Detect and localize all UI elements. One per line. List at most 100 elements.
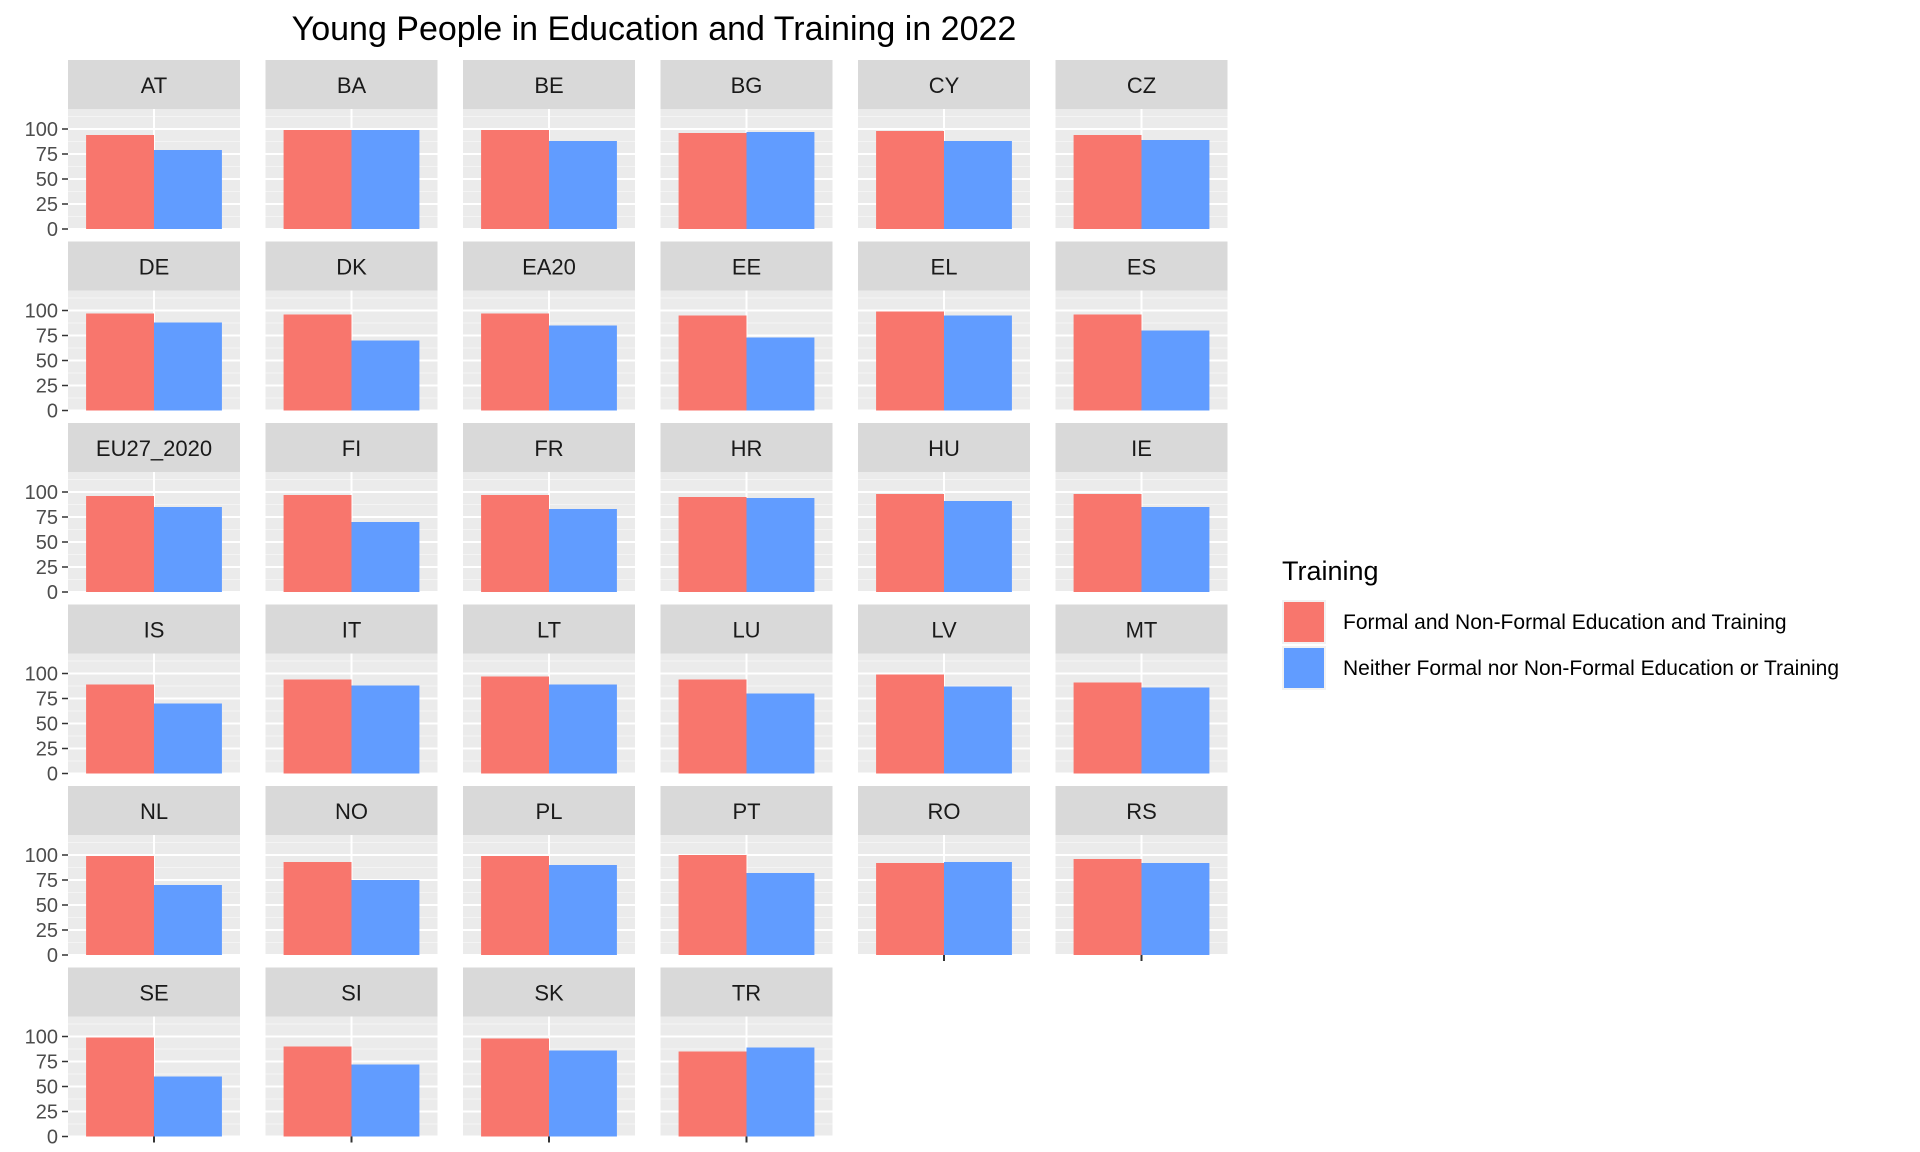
y-tick-label: 50 <box>36 895 58 917</box>
bar-EL-series-2 <box>944 315 1012 411</box>
bar-LV-series-2 <box>944 686 1012 774</box>
bar-RO-series-2 <box>944 862 1012 955</box>
bar-CZ-series-1 <box>1073 135 1142 229</box>
facet-panel: NL 0 25 50 75 100 <box>25 786 240 967</box>
facet-strip <box>1055 604 1228 654</box>
facet-panel: BG <box>660 60 833 230</box>
bar-FR-series-1 <box>481 495 549 592</box>
bar-DK-series-1 <box>283 314 352 411</box>
facet-label: HR <box>731 436 763 461</box>
facet-panel: RS <box>1055 786 1228 961</box>
facet-strip <box>68 786 240 835</box>
facet-strip <box>265 604 438 654</box>
facet-label: RO <box>928 799 961 824</box>
facet-strip <box>68 423 240 472</box>
facet-panel: CY <box>858 60 1030 230</box>
facet-panel: IT <box>265 604 438 775</box>
facet-panel: HR <box>660 423 833 593</box>
bar-ES-series-1 <box>1073 314 1142 411</box>
facet-panel: PT <box>660 786 833 956</box>
facet-label: EA20 <box>522 255 576 280</box>
facet-strip <box>265 967 438 1017</box>
facet-panel: IS 0 25 50 75 100 <box>25 604 240 786</box>
facet-label: HU <box>928 436 960 461</box>
facet-strip <box>660 423 833 472</box>
bar-EA20-series-1 <box>481 313 549 411</box>
bar-IS-series-1 <box>86 684 154 774</box>
facet-panel: AT 0 25 50 75 100 <box>25 60 240 241</box>
facet-panel: FR <box>463 423 635 593</box>
facet-panel: MT <box>1055 604 1228 775</box>
facet-strip <box>68 60 240 109</box>
legend-entry-label: Neither Formal nor Non-Formal Education … <box>1343 657 1839 680</box>
facet-panel: BE <box>463 60 635 230</box>
facet-panel: ES <box>1055 241 1228 412</box>
bar-NO-series-1 <box>283 862 352 955</box>
bar-AT-series-2 <box>154 150 222 229</box>
bar-NO-series-2 <box>351 880 420 955</box>
bar-TR-series-1 <box>678 1051 747 1137</box>
y-tick-label: 100 <box>25 301 58 323</box>
y-tick-label: 100 <box>25 1027 58 1049</box>
y-tick-label: 50 <box>36 532 58 554</box>
bar-EU27_2020-series-2 <box>154 507 222 592</box>
facet-strip <box>660 967 833 1017</box>
bar-BA-series-2 <box>351 130 420 229</box>
facet-strip <box>463 786 635 835</box>
facet-label: SI <box>341 981 362 1006</box>
y-tick-label: 0 <box>47 1127 58 1149</box>
facet-strip <box>858 60 1030 109</box>
y-tick-label: 75 <box>36 507 58 529</box>
bar-IE-series-1 <box>1073 494 1142 592</box>
y-tick-label: 75 <box>36 144 58 166</box>
bar-SK-series-1 <box>481 1038 549 1137</box>
legend-key-swatch <box>1284 648 1324 688</box>
bar-DK-series-2 <box>351 340 420 411</box>
bar-FI-series-2 <box>351 522 420 592</box>
facet-label: CZ <box>1127 73 1156 98</box>
bar-LU-series-1 <box>678 679 747 774</box>
bar-MT-series-1 <box>1073 682 1142 774</box>
bar-PT-series-1 <box>678 855 747 955</box>
facet-panel: EL <box>858 241 1030 412</box>
bar-DE-series-1 <box>86 313 154 411</box>
facet-label: NL <box>140 799 168 824</box>
chart-title: Young People in Education and Training i… <box>292 10 1017 48</box>
y-tick-label: 50 <box>36 714 58 736</box>
bar-EU27_2020-series-1 <box>86 496 154 592</box>
bar-SK-series-2 <box>549 1050 617 1137</box>
bar-TR-series-2 <box>746 1047 815 1137</box>
facet-label: SE <box>139 981 168 1006</box>
y-tick-label: 75 <box>36 870 58 892</box>
bar-FI-series-1 <box>283 495 352 592</box>
y-tick-label: 100 <box>25 119 58 141</box>
facet-label: IT <box>342 618 362 643</box>
y-tick-label: 0 <box>47 945 58 967</box>
bar-BE-series-2 <box>549 141 617 229</box>
bar-LT-series-2 <box>549 684 617 774</box>
bar-IS-series-2 <box>154 703 222 774</box>
y-tick-label: 100 <box>25 664 58 686</box>
bar-AT-series-1 <box>86 135 154 229</box>
facet-panel: SK <box>463 967 635 1143</box>
facet-label: BE <box>534 73 563 98</box>
bar-EE-series-2 <box>746 337 815 411</box>
facet-panel: DK <box>265 241 438 412</box>
facet-panel: FI <box>265 423 438 593</box>
facet-label: SK <box>534 981 564 1006</box>
facet-strip <box>68 241 240 291</box>
y-tick-label: 75 <box>36 326 58 348</box>
facet-label: DK <box>336 255 367 280</box>
facet-label: FR <box>534 436 563 461</box>
bar-MT-series-2 <box>1141 687 1210 774</box>
facet-strip <box>265 423 438 472</box>
facet-strip <box>265 786 438 835</box>
facet-strip <box>858 604 1030 654</box>
facet-strip <box>1055 241 1228 291</box>
bar-CZ-series-2 <box>1141 140 1210 229</box>
facet-strip <box>660 60 833 109</box>
bar-PL-series-2 <box>549 865 617 955</box>
bar-SI-series-2 <box>351 1064 420 1137</box>
y-tick-label: 0 <box>47 401 58 423</box>
